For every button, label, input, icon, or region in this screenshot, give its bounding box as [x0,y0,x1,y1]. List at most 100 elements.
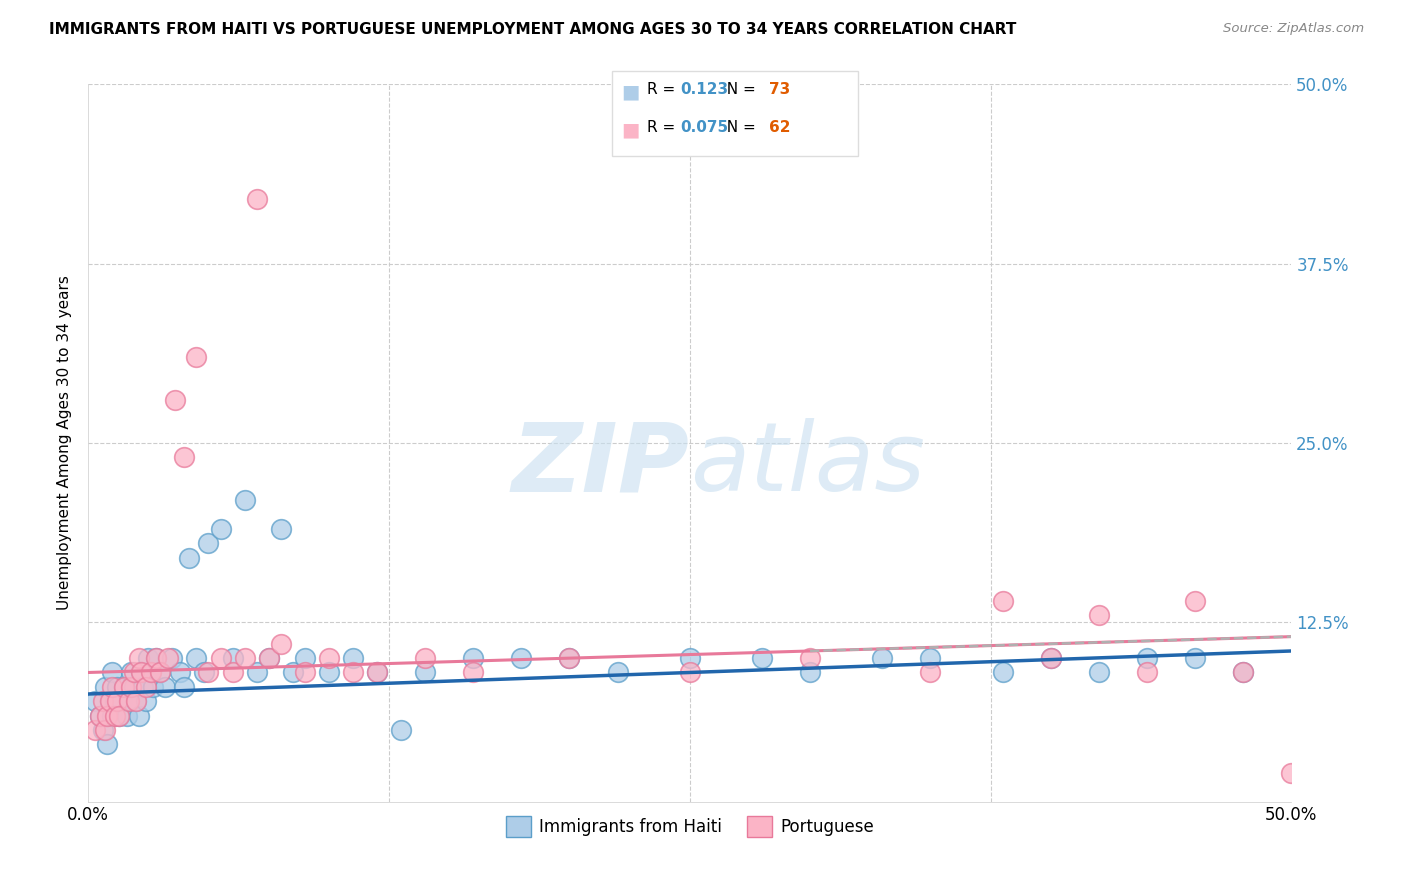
Point [104,708,127,723]
Point [111,694,134,708]
Point [294,651,316,665]
Point [1039,651,1062,665]
Point [121,665,143,680]
Point [91,694,114,708]
Point [149,665,172,680]
Point [233,651,256,665]
Point [920,665,942,680]
Point [142,680,165,694]
Point [129,665,152,680]
Point [799,665,821,680]
Point [84,723,107,737]
Point [413,665,436,680]
Point [270,637,292,651]
Point [125,694,148,708]
Point [920,651,942,665]
Point [799,651,821,665]
Point [122,665,145,680]
Point [128,708,150,723]
Point [209,651,232,665]
Point [112,680,135,694]
Text: N =: N = [717,82,761,97]
Point [98,694,121,708]
Point [96,708,118,723]
Point [118,694,141,708]
Point [91,723,114,737]
Point [104,694,127,708]
Text: atlas: atlas [690,418,925,511]
Point [96,737,118,751]
Point [108,708,131,723]
Point [606,665,628,680]
Point [173,680,195,694]
Point [558,651,581,665]
Point [153,680,176,694]
Point [679,665,702,680]
Point [179,550,201,565]
Point [1136,651,1159,665]
Point [105,680,128,694]
Point [209,522,232,536]
Point [139,665,162,680]
Point [149,665,172,680]
Point [558,651,581,665]
Point [318,651,340,665]
Point [193,665,215,680]
Point [413,651,436,665]
Point [156,651,179,665]
Point [122,680,145,694]
Point [389,723,412,737]
Point [101,708,124,723]
Point [163,392,186,407]
Point [135,680,157,694]
Text: IMMIGRANTS FROM HAITI VS PORTUGUESE UNEMPLOYMENT AMONG AGES 30 TO 34 YEARS CORRE: IMMIGRANTS FROM HAITI VS PORTUGUESE UNEM… [49,22,1017,37]
Point [84,694,107,708]
Point [1232,665,1254,680]
Text: 73: 73 [769,82,790,97]
Point [751,651,773,665]
Point [112,680,135,694]
Point [162,651,184,665]
Point [246,665,269,680]
Point [197,536,219,550]
Point [118,694,141,708]
Point [318,665,340,680]
Point [342,665,364,680]
Text: Source: ZipAtlas.com: Source: ZipAtlas.com [1223,22,1364,36]
Text: 62: 62 [769,120,790,136]
Point [991,594,1014,608]
Point [108,708,131,723]
Point [294,665,316,680]
Point [169,665,191,680]
Point [1088,608,1111,623]
Text: ZIP: ZIP [512,418,690,511]
Point [89,708,111,723]
Point [94,723,117,737]
Point [281,665,304,680]
Point [233,493,256,508]
Text: R =: R = [647,120,681,136]
Point [145,651,167,665]
Point [121,680,143,694]
Point [135,694,157,708]
Point [186,350,208,364]
Point [366,665,388,680]
Point [132,680,155,694]
Point [257,651,280,665]
Point [510,651,533,665]
Point [463,665,485,680]
Point [105,694,128,708]
Point [221,651,243,665]
Point [463,651,485,665]
Y-axis label: Unemployment Among Ages 30 to 34 years: Unemployment Among Ages 30 to 34 years [58,276,72,610]
Point [129,665,152,680]
Legend: Immigrants from Haiti, Portuguese: Immigrants from Haiti, Portuguese [499,810,880,844]
Point [1184,651,1206,665]
Text: R =: R = [647,82,681,97]
Point [221,665,243,680]
Point [94,680,117,694]
Point [89,708,111,723]
Point [1039,651,1062,665]
Point [197,665,219,680]
Point [101,680,124,694]
